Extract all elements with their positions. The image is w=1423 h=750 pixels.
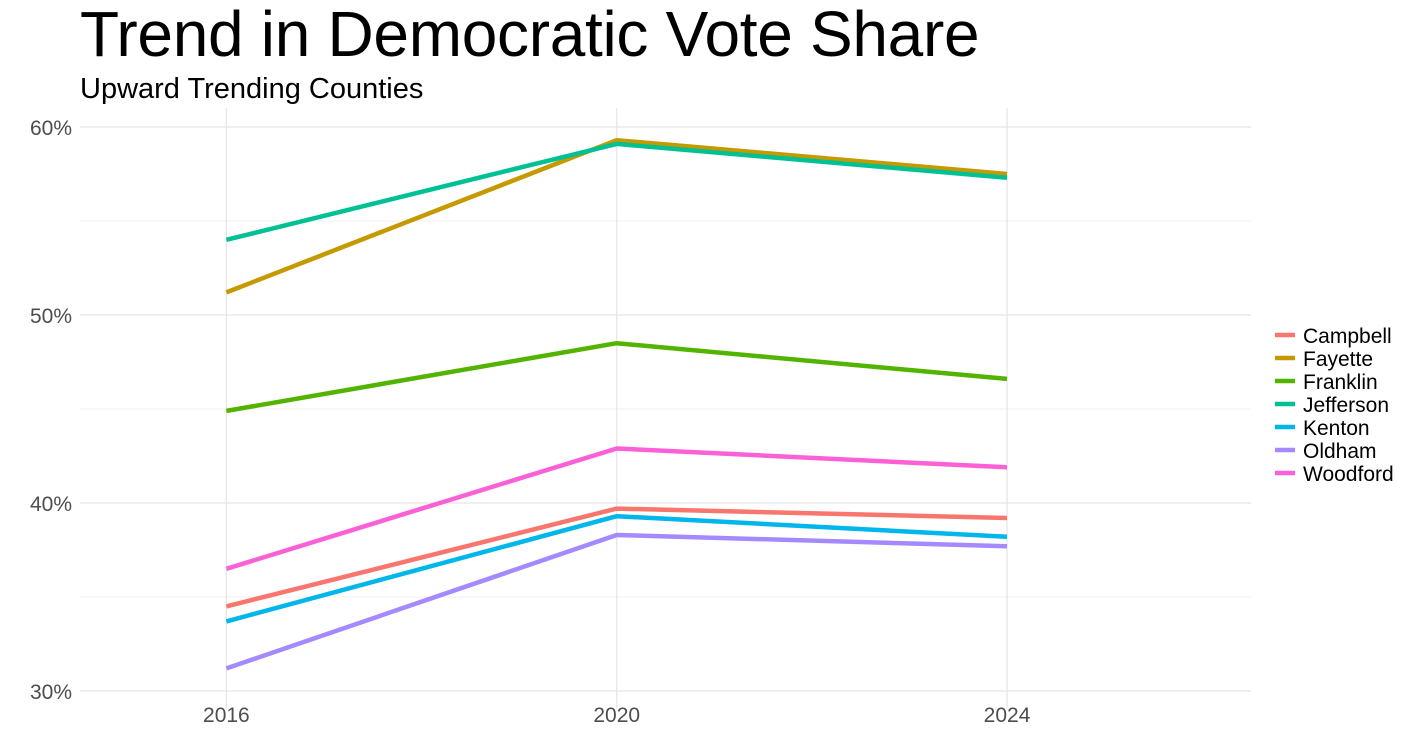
series-line-campbell [225, 506, 1008, 609]
series-line-oldham [225, 532, 1008, 671]
legend-label: Franklin [1303, 371, 1378, 394]
legend-label: Kenton [1303, 417, 1370, 440]
legend-item: Campbell [1275, 325, 1392, 348]
y-tick-label: 50% [30, 305, 72, 328]
x-tick-label: 2024 [984, 704, 1031, 727]
y-tick-label: 30% [30, 681, 72, 704]
series-line-fayette [225, 137, 1008, 295]
y-tick-label: 60% [30, 117, 72, 140]
x-axis-tick-labels: 2016 2020 2024 [203, 704, 1031, 727]
legend-label: Campbell [1303, 325, 1392, 348]
legend-label: Jefferson [1303, 394, 1389, 417]
legend-label: Oldham [1303, 440, 1377, 463]
series-lines [225, 137, 1008, 671]
legend-item: Oldham [1275, 440, 1377, 463]
legend-label: Fayette [1303, 348, 1373, 371]
chart-subtitle: Upward Trending Counties [80, 73, 424, 105]
legend-item: Franklin [1275, 371, 1378, 394]
legend-item: Kenton [1275, 417, 1370, 440]
legend-item: Jefferson [1275, 394, 1389, 417]
x-tick-label: 2016 [203, 704, 250, 727]
y-axis-tick-labels: 30% 40% 50% 60% [30, 117, 72, 704]
legend-label: Woodford [1303, 463, 1394, 486]
x-tick-label: 2020 [593, 704, 640, 727]
series-line-kenton [225, 513, 1008, 624]
legend-item: Fayette [1275, 348, 1373, 371]
grid [80, 108, 1251, 708]
series-line-franklin [226, 340, 1008, 414]
legend-item: Woodford [1275, 463, 1394, 486]
chart-title: Trend in Democratic Vote Share [80, 0, 980, 70]
series-line-jefferson [225, 141, 1008, 242]
y-tick-label: 40% [30, 493, 72, 516]
series-line-woodford [225, 446, 1008, 571]
legend: CampbellFayetteFranklinJeffersonKentonOl… [1275, 325, 1394, 486]
